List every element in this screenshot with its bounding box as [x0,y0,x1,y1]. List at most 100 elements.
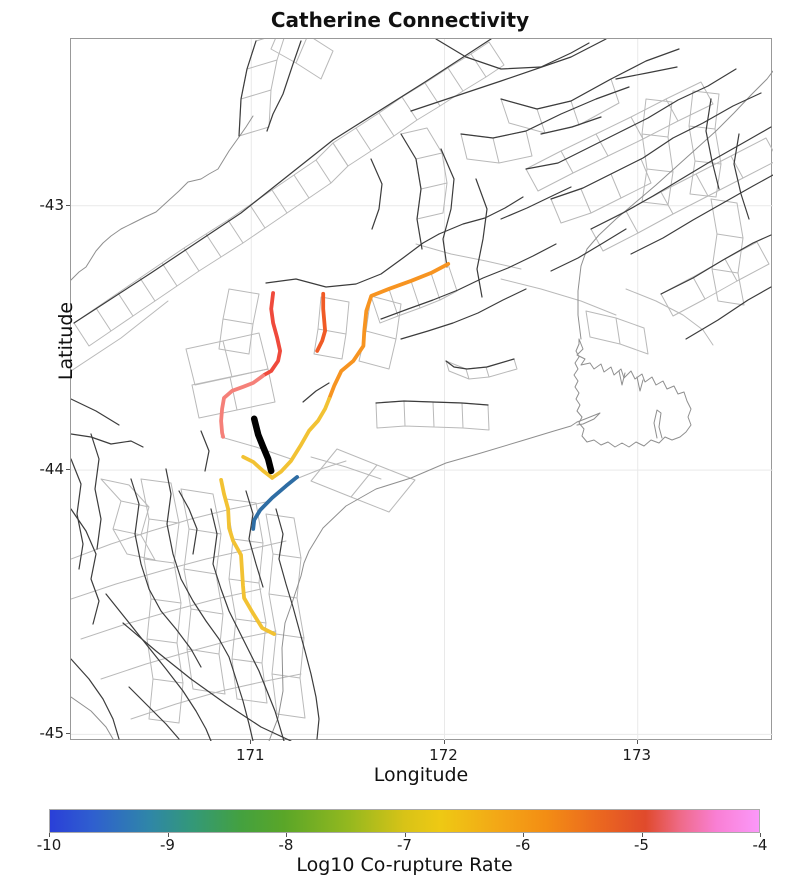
colorbar-tick-label: -7 [397,836,412,854]
fault-trace-dark [460,86,630,139]
rupture-black-highlight [250,415,275,475]
fault-trace-dark [550,228,627,272]
fault-trace-dark [500,186,572,220]
x-tick-label: 171 [235,746,265,764]
fault-surface-projection [660,241,770,317]
fault-trace-gray [71,500,272,560]
colorbar-tick-label: -8 [278,836,294,854]
fault-trace-gray [625,288,714,346]
fault-surface-projection [590,137,773,252]
x-tick-label: 172 [429,746,458,764]
fault-trace-dark [445,358,515,370]
fault-trace-dark [540,116,602,135]
fault-trace-dark [733,133,750,220]
x-tick-mark [636,740,638,744]
coastline [268,421,578,741]
fault-trace-dark [266,40,302,132]
fault-trace-gray [130,673,302,720]
y-tick-label: -44 [39,460,65,479]
fault-trace-dark [178,490,198,555]
colorbar-tick-label: -4 [752,836,768,854]
fault-trace-dark [375,400,489,406]
y-axis-label: Latitude [55,301,77,381]
fault-trace-dark [400,288,527,340]
fault-trace-dark [550,92,762,200]
fault-surface-projection [73,142,349,347]
coastline [618,370,626,386]
fault-trace-gray [71,300,169,372]
fault-trace-dark [685,286,772,340]
colorbar-tick-mark [167,833,169,837]
fault-trace-gray [71,540,287,600]
fault-surface-projection [710,198,745,306]
fault-trace-dark [525,68,737,170]
fault-trace-dark [130,478,202,668]
fault-trace-dark [105,593,212,741]
colorbar-tick-label: -9 [160,836,175,854]
fault-surface-projection [313,296,350,360]
fault-trace-gray [500,278,617,316]
fault-trace-dark [435,39,590,70]
coastline [636,376,644,392]
fault-trace-dark [400,133,423,250]
fault-trace-dark [370,158,383,230]
fault-surface-projection [180,488,226,695]
fault-trace-gray [220,436,292,460]
fault-trace-dark [71,398,120,426]
colorbar-label: Log10 Co-rupture Rate [296,854,513,876]
fault-trace-gray [100,630,277,680]
y-tick-label: -43 [39,195,65,214]
colorbar-tick-mark [286,833,287,837]
fault-surface-projection [191,368,276,419]
rupture-red-orange [315,291,327,353]
coastline [71,115,254,281]
fault-trace-dark [590,126,772,230]
x-tick-mark [443,740,445,744]
fault-surface-projection [688,90,722,198]
fault-trace-dark [500,48,680,110]
fault-trace-dark [71,658,120,740]
coastline [576,412,601,426]
rupture-yellow-branch [241,455,275,480]
fault-trace-dark [238,40,257,137]
colorbar-tick-mark [760,833,761,837]
fault-surface-projection [265,513,306,719]
fault-trace-dark [71,458,84,570]
fault-trace-dark [165,468,254,741]
fault-surface-projection [445,358,518,380]
fault-trace-dark [440,148,455,268]
y-tick-mark [66,733,70,735]
colorbar-tick-label: -5 [634,836,649,854]
fault-trace-dark [122,622,292,741]
fault-surface-projection [525,81,714,192]
colorbar-tick-label: -6 [515,836,531,854]
fault-trace-dark [630,174,773,255]
rupture-yellow-upper [270,396,332,480]
fault-trace-dark [90,433,102,550]
coastline [71,696,114,740]
fault-surface-projection [585,310,649,355]
fault-surface-projection [270,39,334,80]
coastline [573,338,692,448]
colorbar-tick-mark [641,833,643,837]
fault-trace-dark [71,508,100,625]
colorbar [49,809,760,833]
map-canvas [71,39,773,741]
colorbar-tick-label: -10 [36,836,62,854]
fault-trace-dark [73,39,492,324]
fault-trace-dark [210,508,285,741]
y-tick-mark [66,204,70,206]
fault-trace-dark [660,234,772,295]
figure-title: Catherine Connectivity [270,8,530,32]
fault-trace-dark [475,178,488,298]
fault-surface-projection [218,288,260,355]
fault-trace-dark [438,196,524,235]
fault-trace-dark [128,686,180,740]
fault-trace-dark [302,382,330,403]
y-tick-mark [66,469,70,471]
fault-surface-projection [550,158,652,224]
fault-surface-projection [140,478,184,724]
map-plot [70,38,773,741]
fault-surface-projection [375,400,490,431]
